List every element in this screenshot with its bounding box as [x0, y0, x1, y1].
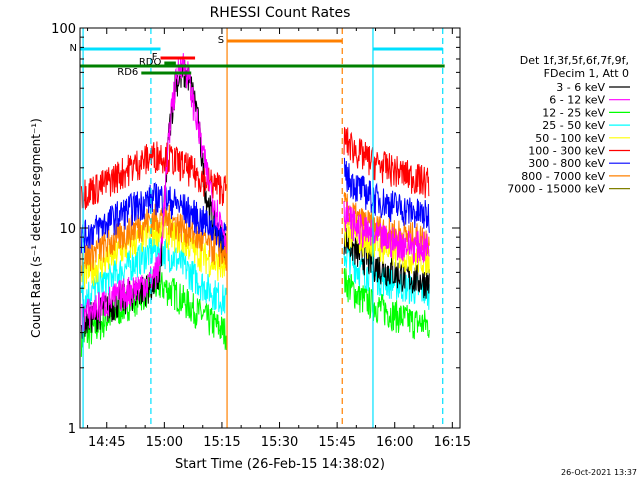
x-axis-label: Start Time (26-Feb-15 14:38:02): [175, 457, 385, 472]
series-line: [80, 181, 227, 254]
flag-label: RDO: [139, 57, 162, 68]
legend-entry-label: 6 - 12 keV: [549, 94, 605, 107]
legend: Det 1f,3f,5f,6f,7f,9f, FDecim 1, Att 0 3…: [507, 54, 630, 196]
x-tick-label: 15:00: [146, 435, 183, 450]
series-line: [343, 245, 430, 310]
legend-entry-label: 25 - 50 keV: [542, 119, 605, 132]
y-tick-label: 10: [59, 222, 76, 237]
series-line: [343, 227, 430, 299]
series-line: [343, 200, 430, 264]
legend-header-line: Det 1f,3f,5f,6f,7f,9f,: [520, 54, 629, 67]
footer-timestamp: 26-Oct-2021 13:37: [561, 468, 637, 477]
flag-label: N: [70, 43, 77, 54]
series-line: [343, 268, 430, 340]
x-tick-label: 14:45: [88, 435, 125, 450]
series-line: [80, 141, 227, 210]
legend-entry-label: 3 - 6 keV: [556, 81, 605, 94]
x-tick-label: 15:45: [318, 435, 355, 450]
series-line: [343, 157, 430, 233]
y-tick-label: 1: [68, 422, 76, 437]
chart-title: RHESSI Count Rates: [210, 5, 351, 21]
x-tick-label: 15:30: [261, 435, 298, 450]
y-axis-label: Count Rate (s⁻¹ detector segment⁻¹): [29, 118, 43, 338]
x-tick-label: 15:15: [203, 435, 240, 450]
series-line: [80, 233, 227, 315]
axes-layer: 14:45 15:00 15:15 15:30 15:45 16:00 16:15 1 10 10…: [51, 22, 471, 450]
series-line: [343, 127, 430, 199]
curves-layer: [80, 53, 430, 357]
x-tick-label: 16:00: [376, 435, 413, 450]
legend-entry-label: 100 - 300 keV: [528, 145, 605, 158]
legend-entry-label: 300 - 800 keV: [528, 157, 605, 170]
x-tick-label: 16:15: [434, 435, 471, 450]
flag-label: F: [152, 52, 158, 63]
legend-header-line: FDecim 1, Att 0: [544, 67, 629, 80]
legend-entry-label: 50 - 100 keV: [535, 132, 605, 145]
flag-label: RD6: [117, 67, 138, 78]
legend-entry-label: 12 - 25 keV: [542, 106, 605, 119]
legend-entry-label: 7000 - 15000 keV: [507, 183, 605, 196]
series-line: [80, 53, 227, 332]
plot-frame: [79, 27, 461, 429]
y-tick-label: 100: [51, 22, 76, 37]
legend-entry-label: 800 - 7000 keV: [521, 170, 605, 183]
flag-label: S: [218, 35, 224, 46]
